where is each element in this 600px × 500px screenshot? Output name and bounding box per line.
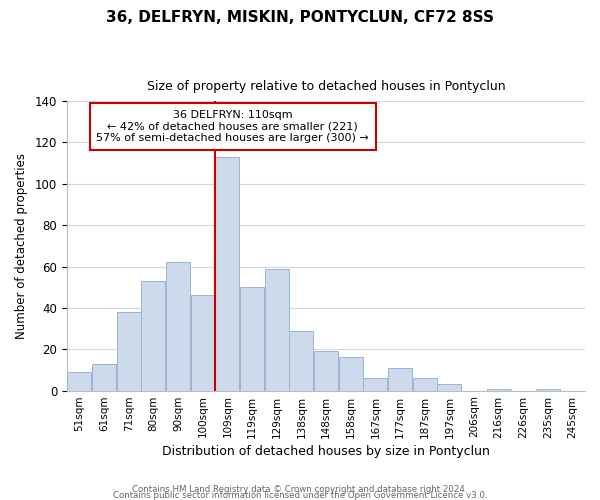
Text: 36 DELFRYN: 110sqm
← 42% of detached houses are smaller (221)
57% of semi-detach: 36 DELFRYN: 110sqm ← 42% of detached hou…: [97, 110, 369, 143]
Text: Contains HM Land Registry data © Crown copyright and database right 2024.: Contains HM Land Registry data © Crown c…: [132, 484, 468, 494]
Bar: [314, 352, 338, 391]
Bar: [487, 388, 511, 390]
Bar: [289, 330, 313, 390]
Bar: [339, 358, 362, 390]
Bar: [437, 384, 461, 390]
Bar: [117, 312, 140, 390]
Bar: [92, 364, 116, 390]
Y-axis label: Number of detached properties: Number of detached properties: [15, 153, 28, 339]
Bar: [413, 378, 437, 390]
Text: 36, DELFRYN, MISKIN, PONTYCLUN, CF72 8SS: 36, DELFRYN, MISKIN, PONTYCLUN, CF72 8SS: [106, 10, 494, 25]
Text: Contains public sector information licensed under the Open Government Licence v3: Contains public sector information licen…: [113, 490, 487, 500]
Bar: [142, 281, 166, 390]
X-axis label: Distribution of detached houses by size in Pontyclun: Distribution of detached houses by size …: [162, 444, 490, 458]
Bar: [240, 287, 264, 391]
Bar: [191, 296, 215, 390]
Bar: [67, 372, 91, 390]
Bar: [166, 262, 190, 390]
Bar: [364, 378, 388, 390]
Bar: [265, 268, 289, 390]
Bar: [536, 388, 560, 390]
Title: Size of property relative to detached houses in Pontyclun: Size of property relative to detached ho…: [147, 80, 505, 93]
Bar: [388, 368, 412, 390]
Bar: [215, 157, 239, 390]
